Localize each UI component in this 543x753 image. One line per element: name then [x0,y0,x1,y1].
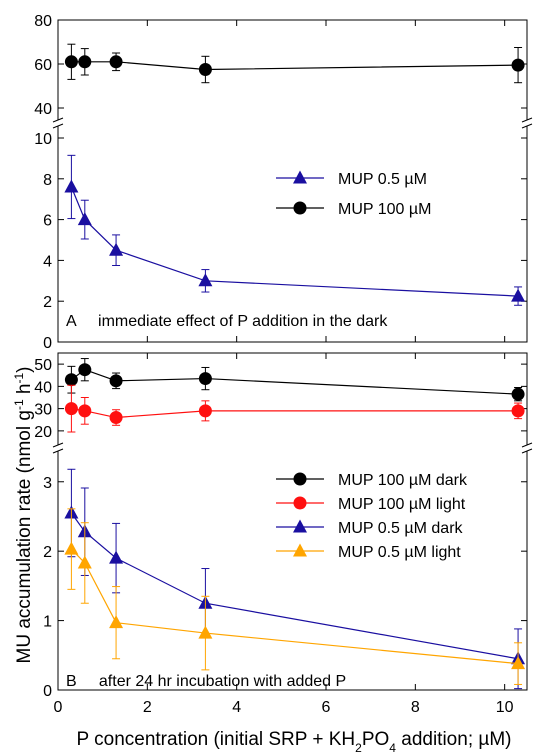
data-point [198,625,213,639]
x-axis: 0 2 4 6 8 10 [54,699,514,716]
axis-break-mark [521,117,533,123]
data-point [109,55,123,69]
axis-break-mask [523,120,531,126]
series-line [71,369,519,395]
axis-break-mask [54,445,62,451]
data-point [109,411,123,425]
legend-label: MUP 0.5 µM dark [338,520,464,537]
y-tick-label: 6 [43,213,52,230]
y-tick-label: 10 [34,131,52,148]
legend-marker [293,519,307,533]
data-point [109,615,124,629]
data-point [198,63,212,76]
panel-a: 40 60 80 0 2 4 6 8 10 MUP 0.5 µM MUP 100 µM A immed… [34,13,533,352]
data-point [78,55,92,69]
data-point [64,541,79,555]
series-line [70,186,519,297]
legend-marker [293,543,307,557]
panel-annotation: A immediate effect of P addition in the … [66,313,388,330]
legend-label: MUP 100 µM dark [338,472,468,489]
data-point [64,402,78,416]
data-point [77,212,92,226]
data-point [78,363,92,377]
y-tick-label: 4 [43,253,52,270]
legend-marker [293,170,307,184]
y-tick-label: 2 [43,544,52,561]
y-tick-label: 50 [34,357,52,374]
axis-break-mark [521,442,533,448]
axis-break-mark [52,123,64,129]
axis-break-mark [52,442,64,448]
legend-label: MUP 100 µM light [338,496,466,513]
x-tick-label: 2 [143,699,152,716]
data-point [64,179,79,193]
legend-label: MUP 0.5 µM light [338,544,461,561]
series-line [71,408,519,419]
x-axis-label: P concentration (initial SRP + KH2PO4 ad… [77,729,512,753]
panel-a-frame [57,19,528,343]
data-point [109,242,124,256]
data-point [511,288,526,302]
legend-label: MUP 0.5 µM [338,171,427,188]
y-tick-label: 40 [34,101,52,118]
data-point [198,404,212,418]
y-tick-label: 60 [34,57,52,74]
x-tick-label: 10 [496,699,514,716]
axis-break-mark [52,117,64,123]
axis-break-mark [52,448,64,454]
data-point [64,55,78,69]
y-tick-label: 80 [34,13,52,30]
y-axis-label: MU accumulation rate (nmol g-1 h-1) [12,367,35,664]
data-point [511,656,526,670]
axis-break-mark [521,448,533,454]
data-point [109,550,124,564]
data-point [511,404,525,418]
y-tick-label: 30 [34,402,52,419]
y-tick-label: 8 [43,172,52,189]
legend-label: MUP 100 µM [338,201,431,218]
x-tick-label: 6 [322,699,331,716]
data-point [511,58,525,72]
legend-marker [293,472,307,486]
y-tick-label: 20 [34,424,52,441]
x-tick-label: 4 [232,699,241,716]
y-tick-label: 0 [43,683,52,700]
axis-break-mark [521,123,533,129]
data-point [64,373,78,387]
data-point [198,273,213,287]
panel-annotation: B after 24 hr incubation with added P [66,673,346,690]
data-point [511,387,525,401]
data-point [77,555,92,569]
data-point [109,374,123,388]
data-point [78,404,92,418]
data-point [198,372,212,386]
panel-b-frame [57,352,528,691]
panel-b: 20 30 40 50 0 1 2 3 MUP 100 µM dark MUP 100 µM li… [34,352,533,700]
y-tick-label: 0 [43,335,52,352]
y-tick-label: 40 [34,379,52,396]
legend-marker [293,201,307,215]
x-tick-label: 8 [411,699,420,716]
x-tick-label: 0 [54,699,63,716]
y-tick-label: 1 [43,614,52,631]
series-line [71,61,519,71]
y-tick-label: 2 [43,294,52,311]
axis-break-mask [54,120,62,126]
legend-marker [293,496,307,510]
y-tick-label: 3 [43,475,52,492]
axis-break-mask [523,445,531,451]
